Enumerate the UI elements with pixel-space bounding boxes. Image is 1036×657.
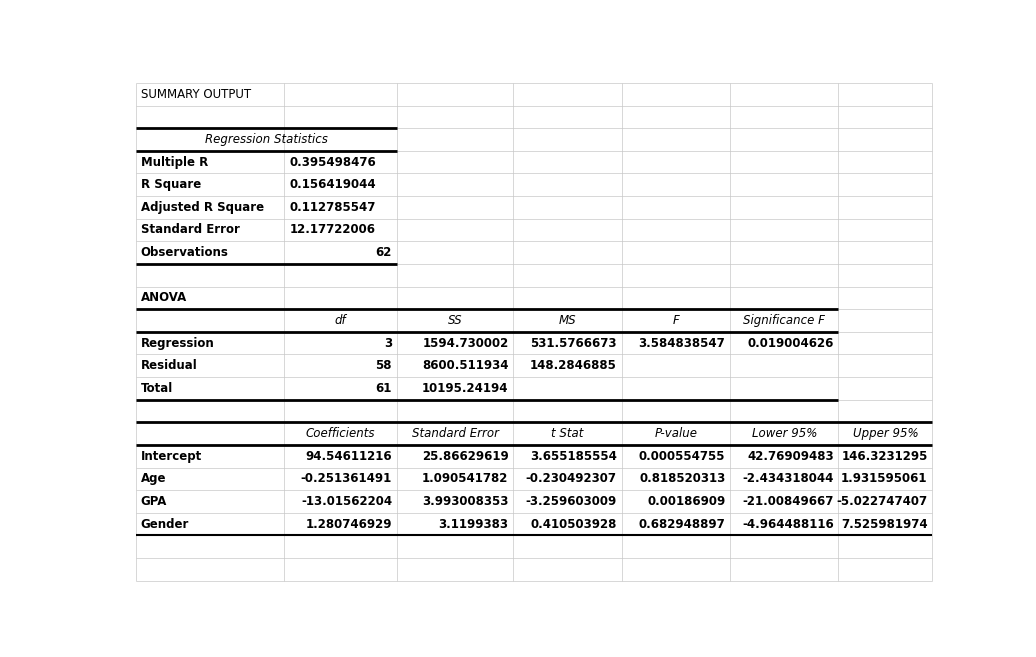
Text: Regression: Regression bbox=[141, 336, 214, 350]
Text: Total: Total bbox=[141, 382, 173, 395]
Text: 1.931595061: 1.931595061 bbox=[841, 472, 927, 486]
Text: 146.3231295: 146.3231295 bbox=[841, 450, 927, 463]
Text: MS: MS bbox=[558, 314, 576, 327]
Text: Coefficients: Coefficients bbox=[306, 427, 375, 440]
Text: 531.5766673: 531.5766673 bbox=[530, 336, 616, 350]
Text: F: F bbox=[672, 314, 680, 327]
Text: SUMMARY OUTPUT: SUMMARY OUTPUT bbox=[141, 87, 251, 101]
Text: Multiple R: Multiple R bbox=[141, 156, 208, 169]
Text: 8600.511934: 8600.511934 bbox=[422, 359, 509, 373]
Text: 62: 62 bbox=[376, 246, 392, 259]
Text: 0.818520313: 0.818520313 bbox=[639, 472, 725, 486]
Text: Residual: Residual bbox=[141, 359, 198, 373]
Text: 3.655185554: 3.655185554 bbox=[530, 450, 616, 463]
Text: 0.000554755: 0.000554755 bbox=[639, 450, 725, 463]
Text: Regression Statistics: Regression Statistics bbox=[205, 133, 327, 146]
Text: 42.76909483: 42.76909483 bbox=[747, 450, 834, 463]
Text: Age: Age bbox=[141, 472, 166, 486]
Text: 10195.24194: 10195.24194 bbox=[422, 382, 509, 395]
Text: SS: SS bbox=[448, 314, 462, 327]
Text: Observations: Observations bbox=[141, 246, 229, 259]
Text: R Square: R Square bbox=[141, 178, 201, 191]
Text: 25.86629619: 25.86629619 bbox=[422, 450, 509, 463]
Text: 1.280746929: 1.280746929 bbox=[306, 518, 392, 531]
Text: 1.090541782: 1.090541782 bbox=[422, 472, 509, 486]
Text: 0.112785547: 0.112785547 bbox=[289, 201, 376, 214]
Text: 7.525981974: 7.525981974 bbox=[841, 518, 927, 531]
Text: df: df bbox=[335, 314, 346, 327]
Text: ANOVA: ANOVA bbox=[141, 291, 186, 304]
Text: Gender: Gender bbox=[141, 518, 190, 531]
Text: 148.2846885: 148.2846885 bbox=[530, 359, 616, 373]
Text: 0.395498476: 0.395498476 bbox=[289, 156, 376, 169]
Text: 0.00186909: 0.00186909 bbox=[648, 495, 725, 508]
Text: 0.019004626: 0.019004626 bbox=[747, 336, 834, 350]
Text: Upper 95%: Upper 95% bbox=[853, 427, 918, 440]
Text: 0.410503928: 0.410503928 bbox=[530, 518, 616, 531]
Text: -13.01562204: -13.01562204 bbox=[300, 495, 392, 508]
Text: 3: 3 bbox=[384, 336, 392, 350]
Text: 1594.730002: 1594.730002 bbox=[423, 336, 509, 350]
Text: 0.682948897: 0.682948897 bbox=[638, 518, 725, 531]
Text: -4.964488116: -4.964488116 bbox=[742, 518, 834, 531]
Text: 58: 58 bbox=[375, 359, 392, 373]
Text: -2.434318044: -2.434318044 bbox=[742, 472, 834, 486]
Text: -0.230492307: -0.230492307 bbox=[526, 472, 616, 486]
Text: 3.1199383: 3.1199383 bbox=[438, 518, 509, 531]
Text: 0.156419044: 0.156419044 bbox=[289, 178, 376, 191]
Text: Standard Error: Standard Error bbox=[141, 223, 239, 237]
Text: GPA: GPA bbox=[141, 495, 167, 508]
Text: Standard Error: Standard Error bbox=[411, 427, 498, 440]
Text: Intercept: Intercept bbox=[141, 450, 202, 463]
Text: -5.022747407: -5.022747407 bbox=[836, 495, 927, 508]
Text: Adjusted R Square: Adjusted R Square bbox=[141, 201, 264, 214]
Text: -0.251361491: -0.251361491 bbox=[300, 472, 392, 486]
Text: 94.54611216: 94.54611216 bbox=[306, 450, 392, 463]
Text: -21.00849667: -21.00849667 bbox=[742, 495, 834, 508]
Text: 3.584838547: 3.584838547 bbox=[638, 336, 725, 350]
Text: 12.17722006: 12.17722006 bbox=[289, 223, 375, 237]
Text: t Stat: t Stat bbox=[551, 427, 583, 440]
Text: Significance F: Significance F bbox=[743, 314, 826, 327]
Text: Lower 95%: Lower 95% bbox=[751, 427, 817, 440]
Text: 3.993008353: 3.993008353 bbox=[422, 495, 509, 508]
Text: P-value: P-value bbox=[655, 427, 697, 440]
Text: -3.259603009: -3.259603009 bbox=[525, 495, 616, 508]
Text: 61: 61 bbox=[376, 382, 392, 395]
